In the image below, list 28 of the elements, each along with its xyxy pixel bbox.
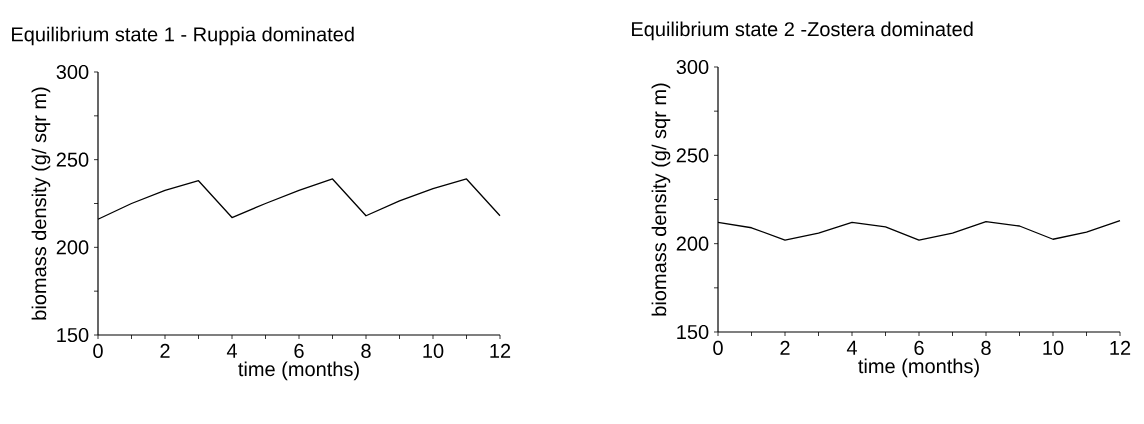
- x-tick-label: 2: [160, 343, 170, 358]
- y-tick-label: 250: [676, 148, 709, 163]
- y-tick-label: 150: [57, 327, 89, 343]
- x-axis-title: time (months): [238, 361, 359, 381]
- y-axis-title: biomass density (g/ sqr m): [31, 87, 51, 320]
- x-tick-label: 8: [981, 340, 991, 356]
- chart-title: Equilibrium state 2 -Zostera dominated: [632, 21, 973, 41]
- x-tick-label: 12: [490, 343, 511, 358]
- x-tick-label: 4: [846, 340, 857, 355]
- x-tick-label: 6: [294, 343, 304, 359]
- y-axis-title: biomass density (g/ sqr m): [651, 83, 671, 316]
- x-tick-label: 12: [1110, 340, 1131, 355]
- y-tick-label: 300: [56, 64, 89, 80]
- y-tick-label: 250: [56, 152, 89, 167]
- y-tick-label: 300: [676, 59, 709, 75]
- x-tick-label: 10: [423, 343, 444, 359]
- x-tick-label: 0: [93, 343, 103, 359]
- x-tick-label: 8: [361, 343, 371, 359]
- y-tick-label: 150: [677, 324, 709, 340]
- chart-title: Equilibrium state 1 - Ruppia dominated: [12, 26, 354, 46]
- y-tick-label: 200: [676, 236, 709, 251]
- x-tick-label: 4: [226, 343, 237, 358]
- x-tick-label: 2: [780, 340, 790, 355]
- x-axis-title: time (months): [858, 358, 979, 378]
- x-tick-label: 10: [1043, 340, 1064, 356]
- x-tick-label: 6: [914, 340, 924, 356]
- x-tick-label: 0: [713, 340, 723, 356]
- y-tick-label: 200: [56, 240, 89, 255]
